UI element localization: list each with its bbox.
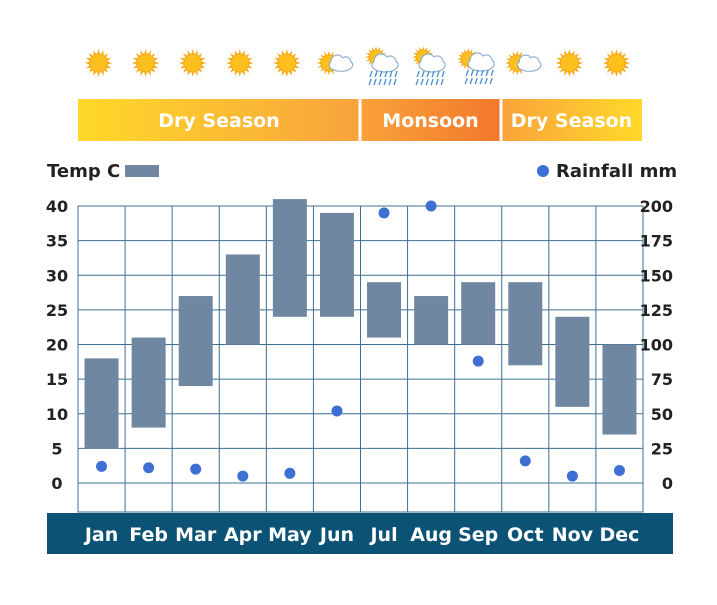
- rain-dot: [190, 463, 202, 475]
- x-tick-label-month: Nov: [552, 524, 594, 546]
- x-tick-label-month: Dec: [599, 524, 639, 546]
- season-label: Dry Season: [511, 110, 632, 132]
- rain-dot: [519, 455, 531, 467]
- month-band-background: [47, 513, 673, 554]
- y-left-tick-label: 20: [46, 336, 68, 355]
- rain-dot: [472, 355, 484, 367]
- sun-icon: [225, 49, 254, 77]
- sun-icon: [602, 49, 631, 77]
- temp-bar: [225, 254, 260, 345]
- rain-dot: [96, 460, 108, 472]
- sun-icon: [272, 49, 301, 77]
- season-segment: [78, 99, 360, 141]
- y-axis-left: 0 5 10 15 20 25 30 35 40: [46, 197, 68, 493]
- temp-bar: [602, 344, 637, 435]
- temp-bar: [131, 337, 166, 428]
- legend: Temp C Rainfall mm: [47, 161, 677, 182]
- y-right-tick-label: 0: [662, 474, 673, 493]
- x-tick-label-month: Mar: [175, 524, 217, 546]
- x-tick-label-month: Jun: [318, 524, 354, 546]
- x-tick-label-month: Sep: [458, 524, 498, 546]
- season-label: Dry Season: [158, 110, 279, 132]
- sun-icon: [131, 49, 160, 77]
- sun-cloud-icon: [504, 50, 542, 76]
- y-right-tick-label: 200: [640, 197, 673, 216]
- temp-bar: [319, 212, 354, 317]
- season-segment: [501, 99, 642, 141]
- y-left-tick-label: 40: [46, 197, 68, 216]
- rain-dot: [143, 462, 155, 474]
- temp-bar: [508, 282, 543, 366]
- season-band: Dry Season Monsoon Dry Season: [78, 99, 642, 141]
- rain-dot: [566, 470, 578, 482]
- grid: [77, 205, 644, 513]
- sun-icon: [84, 49, 113, 77]
- legend-temp-label: Temp C: [47, 161, 120, 182]
- y-left-tick-label: 25: [46, 301, 68, 320]
- y-left-tick-label: 10: [46, 405, 68, 424]
- season-segment: [360, 99, 501, 141]
- y-left-tick-label: 30: [46, 266, 68, 285]
- x-tick-label-month: Aug: [410, 524, 452, 546]
- legend-rain-dot: [537, 165, 549, 177]
- rain-dots: [96, 200, 625, 482]
- sun-rain-icon: [412, 46, 446, 86]
- y-left-tick-label: 15: [46, 370, 68, 389]
- rain-dot: [284, 467, 296, 479]
- y-right-tick-label: 125: [640, 301, 673, 320]
- weather-icons-row: [84, 46, 631, 86]
- x-tick-label-month: Jan: [83, 524, 118, 546]
- sun-icon: [178, 49, 207, 77]
- temp-bar: [555, 316, 590, 407]
- x-tick-label-month: Oct: [507, 524, 544, 546]
- temp-bar: [272, 199, 307, 317]
- sun-cloud-rain-icon: [457, 48, 495, 85]
- rain-dot: [613, 465, 625, 477]
- y-right-tick-label: 100: [640, 336, 673, 355]
- temp-bar: [461, 282, 496, 345]
- season-label: Monsoon: [382, 110, 478, 132]
- rain-dot: [425, 200, 437, 212]
- temp-bar: [414, 296, 449, 345]
- y-right-tick-label: 50: [651, 405, 673, 424]
- y-axis-right: 0 25 50 75 100 125 150 175 200: [640, 197, 673, 493]
- temp-bars: [84, 199, 637, 449]
- y-left-tick-label: 0: [51, 474, 62, 493]
- y-right-tick-label: 150: [640, 266, 673, 285]
- y-left-tick-label: 35: [46, 232, 68, 251]
- sun-icon: [555, 49, 584, 77]
- y-right-tick-label: 75: [651, 370, 673, 389]
- y-right-tick-label: 175: [640, 232, 673, 251]
- rain-dot: [331, 405, 343, 417]
- y-right-tick-label: 25: [651, 439, 673, 458]
- month-axis-band: Jan Feb Mar Apr May Jun Jul Aug Sep Oct Nov Dec: [47, 513, 673, 554]
- x-tick-label-month: Jul: [368, 524, 397, 546]
- y-left-tick-label: 5: [51, 439, 62, 458]
- sun-cloud-icon: [316, 50, 354, 76]
- sun-rain-icon: [365, 46, 399, 86]
- legend-rain-label: Rainfall mm: [556, 161, 677, 182]
- temp-bar: [178, 296, 213, 387]
- x-tick-label-month: Feb: [129, 524, 168, 546]
- rain-dot: [237, 470, 249, 482]
- temp-bar: [367, 282, 402, 338]
- rain-dot: [378, 207, 390, 219]
- x-tick-label-month: May: [268, 524, 312, 546]
- legend-temp-swatch: [125, 165, 159, 177]
- x-tick-label-month: Apr: [224, 524, 262, 546]
- temp-bar: [84, 358, 119, 449]
